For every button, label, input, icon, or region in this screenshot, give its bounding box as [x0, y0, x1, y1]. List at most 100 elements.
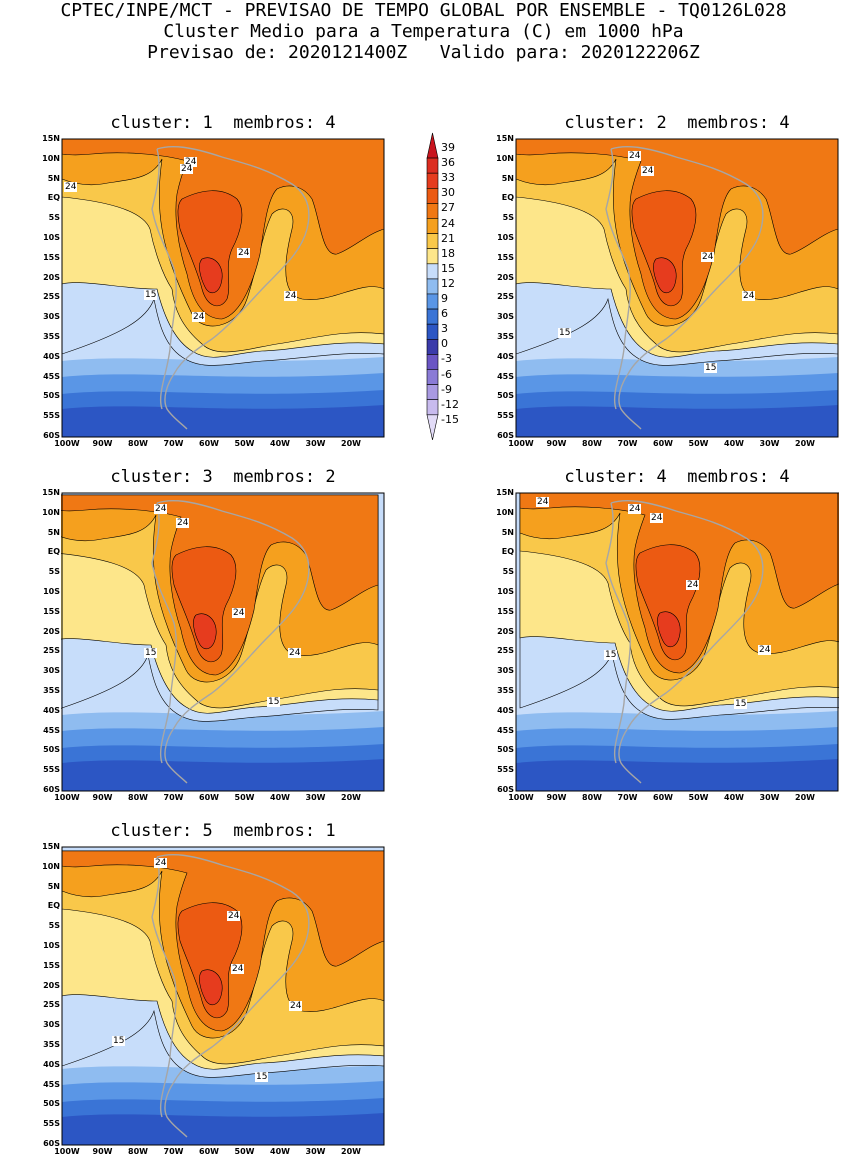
lat-label: 55S [497, 765, 514, 775]
lon-label: 100W [508, 793, 534, 802]
lon-label: 40W [270, 793, 290, 802]
colorbar-swatch [426, 172, 439, 189]
contour-label: 24 [154, 504, 168, 514]
map-frame [515, 138, 839, 438]
lat-label: 10S [497, 233, 514, 242]
contour-label: 24 [758, 645, 772, 655]
colorbar-label: 12 [441, 276, 455, 290]
coastline [151, 499, 310, 784]
map-frame [61, 492, 385, 792]
lat-label: 35S [43, 1040, 60, 1049]
colorbar-swatch [426, 218, 439, 234]
header-subtitle: Cluster Medio para a Temperatura (C) em … [163, 21, 684, 42]
lon-label: 70W [163, 439, 184, 448]
lon-label: 100W [54, 439, 80, 448]
coastline [151, 853, 310, 1138]
lat-label: 5N [501, 173, 514, 183]
lat-label: 45S [497, 725, 514, 735]
lat-label: 35S [43, 686, 60, 695]
lon-label: 60W [653, 439, 673, 448]
contour-label: 24 [154, 858, 168, 868]
lat-label: 15N [496, 488, 514, 497]
panel-title: cluster: 1 membros: 4 [110, 113, 336, 133]
colorbar-label: 3 [441, 322, 448, 336]
panel-title: cluster: 3 membros: 2 [110, 467, 336, 487]
lon-label: 30W [305, 1147, 326, 1156]
lat-label: 45S [497, 371, 514, 381]
lat-label: 40S [497, 351, 514, 361]
contour-label: 24 [701, 252, 715, 262]
lon-label: 70W [617, 439, 638, 448]
lat-label: 55S [43, 765, 60, 775]
lat-label: 30S [43, 1020, 60, 1030]
lon-label: 50W [234, 793, 255, 802]
lat-label: 50S [497, 391, 514, 401]
temperature-map [515, 138, 839, 438]
lat-label: 60S [43, 431, 60, 440]
lat-label: 5S [48, 567, 60, 577]
colorbar-label: -3 [441, 352, 452, 366]
contour-label: 15 [734, 699, 748, 709]
contour-label: 24 [64, 182, 78, 192]
lon-label: 90W [92, 1147, 113, 1156]
lon-label: 40W [724, 439, 744, 448]
isotherm-fill-30 [631, 190, 697, 307]
contour-label: 24 [742, 291, 756, 301]
contour-label: 15 [112, 1036, 126, 1046]
contour-label: 24 [536, 497, 550, 507]
contour-label: 24 [176, 518, 190, 528]
isotherm-fill-33 [199, 969, 223, 1006]
coastline [151, 145, 310, 430]
lon-label: 90W [546, 793, 567, 802]
lon-label: 80W [128, 1147, 148, 1156]
lon-label: 90W [92, 439, 113, 448]
colorbar-swatch [426, 384, 439, 400]
colorbar-label: 30 [441, 186, 455, 200]
lon-label: 60W [199, 439, 219, 448]
lat-label: 55S [497, 411, 514, 421]
lon-label: 50W [688, 439, 709, 448]
isotherm-fill-33 [193, 613, 217, 650]
temperature-map [61, 492, 385, 792]
lat-label: 20S [43, 980, 60, 990]
colorbar-label: 33 [441, 171, 455, 185]
lat-label: 60S [43, 785, 60, 794]
lon-label: 100W [54, 1147, 80, 1156]
lat-label: 30S [43, 312, 60, 322]
lat-label: 40S [43, 1059, 60, 1069]
contour-label: 24 [180, 164, 194, 174]
isotherm-fill-33 [653, 257, 677, 294]
lat-label: 60S [497, 431, 514, 440]
temperature-map [61, 846, 385, 1146]
lon-label: 60W [653, 793, 673, 802]
lon-label: 20W [341, 793, 361, 802]
contour-label: 24 [289, 1001, 303, 1011]
lon-label: 50W [234, 1147, 255, 1156]
lon-label: 80W [582, 793, 602, 802]
colorbar-swatch [426, 188, 439, 204]
lat-label: EQ [501, 547, 514, 557]
lat-label: EQ [47, 547, 60, 557]
colorbar-label: 24 [441, 216, 455, 230]
lat-label: 10S [497, 587, 514, 596]
panel-title: cluster: 4 membros: 4 [564, 467, 790, 487]
contour-label: 24 [650, 513, 664, 523]
lat-label: 40S [43, 705, 60, 715]
lat-label: 10S [43, 233, 60, 242]
lat-label: 45S [43, 371, 60, 381]
lat-label: 5N [47, 527, 60, 537]
lat-label: 5N [47, 881, 60, 891]
lon-label: 40W [270, 1147, 290, 1156]
lon-label: 60W [199, 793, 219, 802]
lon-label: 90W [546, 439, 567, 448]
contour-label: 15 [267, 697, 281, 707]
colorbar-label: 9 [441, 292, 448, 305]
lat-label: 10S [43, 587, 60, 596]
lat-label: 5S [48, 921, 60, 931]
lon-label: 20W [795, 439, 815, 448]
lon-label: 100W [54, 793, 80, 802]
lat-label: 15N [42, 134, 60, 143]
lon-label: 90W [92, 793, 113, 802]
panel-title: cluster: 5 membros: 1 [110, 821, 336, 841]
lon-label: 50W [688, 793, 709, 802]
